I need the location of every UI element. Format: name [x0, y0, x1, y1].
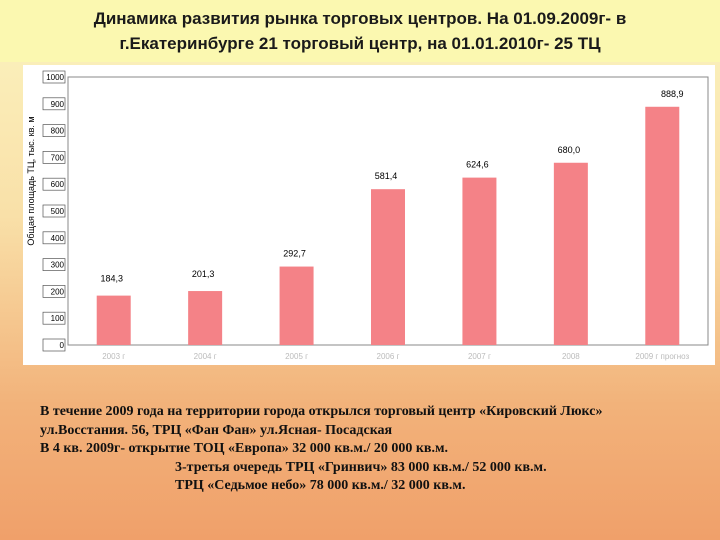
y-tick-box	[42, 177, 66, 191]
bar	[371, 189, 405, 345]
y-tick-box	[42, 124, 66, 137]
y-tick-label: 600	[51, 180, 65, 189]
y-tick-box	[42, 338, 66, 352]
y-tick-label: 1000	[46, 73, 64, 82]
body-text: В течение 2009 года на территории города…	[40, 403, 700, 496]
bar	[462, 177, 497, 345]
y-tick-box	[42, 258, 66, 271]
y-tick-box	[42, 231, 66, 245]
bar-value-label: 581,4	[375, 171, 398, 181]
bar-value-label: 888,9	[661, 89, 684, 99]
x-tick-label: 2004 г	[194, 352, 217, 361]
slide-title: Динамика развития рынка торговых центров…	[93, 9, 627, 53]
y-tick-label: 0	[60, 341, 65, 350]
x-tick-label: 2007 г	[468, 352, 491, 361]
body-line-5: ТРЦ «Седьмое небо» 78 000 кв.м./ 32 000 …	[175, 478, 466, 493]
y-tick-box	[42, 285, 66, 298]
y-tick-label: 900	[51, 100, 65, 109]
y-tick-label: 300	[51, 261, 65, 270]
x-tick-label: 2008	[562, 352, 580, 361]
y-axis-label: Общая площадь ТЦ, тыс. кв. м	[24, 76, 38, 286]
chart-panel: 0 100 200 300 400 500 600 700 800 900 1000 184,3 200…	[23, 65, 715, 365]
x-tick-label: 2005 г	[285, 352, 308, 361]
x-tick-label: 2006 г	[377, 352, 400, 361]
bar	[553, 162, 588, 345]
bar-value-label: 292,7	[283, 249, 306, 259]
bar-value-label: 184,3	[100, 274, 123, 284]
bar-value-label: 624,6	[466, 160, 489, 170]
x-tick-label: 2009 г прогноз	[635, 352, 689, 361]
body-line-1: В течение 2009 года на территории города…	[40, 404, 603, 419]
x-tick-label: 2003 г	[102, 352, 125, 361]
bar	[279, 266, 314, 345]
body-line-3: В 4 кв. 2009г- открытие ТОЦ «Европа» 32 …	[40, 441, 449, 456]
y-tick-label: 200	[51, 287, 65, 296]
bar-value-label: 201,3	[192, 269, 215, 279]
y-tick-label: 400	[51, 234, 65, 243]
bar-chart: 0 100 200 300 400 500 600 700 800 900 1000 184,3 200…	[42, 70, 709, 361]
y-tick-box	[42, 70, 66, 84]
bar-value-label: 680,0	[558, 145, 581, 155]
y-axis-label-text: Общая площадь ТЦ, тыс. кв. м	[26, 116, 36, 246]
y-tick-label: 500	[51, 207, 65, 216]
bar	[188, 291, 223, 345]
y-tick-label: 700	[51, 153, 65, 162]
y-tick-label: 100	[51, 314, 65, 323]
body-line-4: 3-третья очередь ТРЦ «Гринвич» 83 000 кв…	[175, 459, 547, 475]
y-tick-box	[42, 311, 66, 325]
title-band: Динамика развития рынка торговых центров…	[0, 0, 720, 62]
body-line-2: ул.Восстания. 56, ТРЦ «Фан Фан» ул.Ясная…	[40, 422, 393, 438]
y-tick-box	[42, 97, 66, 111]
y-tick-box	[42, 204, 66, 218]
bar	[96, 295, 131, 345]
y-tick-box	[42, 151, 66, 164]
y-tick-label: 800	[51, 127, 65, 136]
bar	[645, 106, 680, 345]
